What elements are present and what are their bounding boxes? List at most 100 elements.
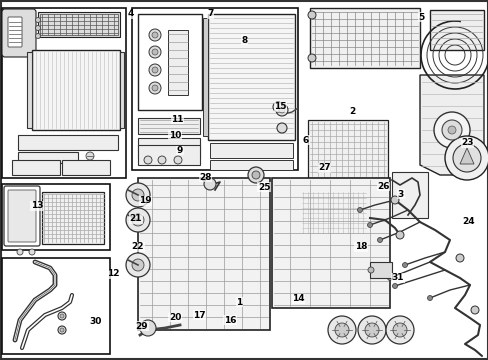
Text: 11: 11	[171, 115, 183, 124]
FancyBboxPatch shape	[8, 190, 36, 242]
Circle shape	[36, 18, 41, 22]
Circle shape	[334, 323, 348, 337]
Text: 31: 31	[391, 274, 404, 282]
Circle shape	[58, 312, 66, 320]
Text: 16: 16	[223, 316, 236, 325]
Circle shape	[203, 178, 216, 190]
Text: 30: 30	[89, 317, 102, 325]
Circle shape	[86, 152, 94, 160]
Circle shape	[140, 320, 156, 336]
Circle shape	[377, 238, 382, 243]
Bar	[203, 18, 207, 136]
Circle shape	[158, 156, 165, 164]
Bar	[138, 145, 200, 165]
Text: 9: 9	[176, 146, 183, 155]
Text: 8: 8	[241, 36, 247, 45]
Text: 12: 12	[107, 269, 120, 278]
Circle shape	[36, 33, 41, 39]
Circle shape	[126, 183, 150, 207]
Bar	[62, 160, 110, 175]
Circle shape	[275, 104, 287, 116]
Bar	[18, 135, 118, 150]
Circle shape	[392, 284, 397, 288]
Circle shape	[447, 126, 455, 134]
Circle shape	[367, 267, 373, 273]
Bar	[18, 152, 78, 163]
Circle shape	[307, 54, 315, 62]
Text: 1: 1	[236, 298, 242, 307]
Circle shape	[17, 249, 23, 255]
Bar	[391, 172, 427, 218]
Circle shape	[395, 231, 403, 239]
Circle shape	[452, 144, 480, 172]
Circle shape	[390, 196, 398, 204]
Circle shape	[152, 67, 158, 73]
Bar	[2, 184, 110, 250]
Text: 25: 25	[257, 183, 270, 192]
Bar	[27, 52, 32, 128]
Bar	[307, 120, 387, 178]
Circle shape	[247, 167, 264, 183]
Bar	[369, 262, 391, 278]
Circle shape	[402, 262, 407, 267]
Circle shape	[174, 156, 182, 164]
Text: 10: 10	[168, 130, 181, 139]
Text: 21: 21	[129, 214, 142, 223]
Circle shape	[272, 102, 283, 112]
Bar	[12, 160, 60, 175]
Text: 3: 3	[397, 190, 403, 199]
Bar	[2, 258, 110, 354]
Text: 7: 7	[206, 9, 213, 18]
Circle shape	[132, 189, 143, 201]
Text: 29: 29	[135, 322, 148, 331]
Circle shape	[364, 323, 378, 337]
Circle shape	[385, 316, 413, 344]
Circle shape	[29, 249, 35, 255]
Circle shape	[357, 207, 362, 212]
FancyBboxPatch shape	[2, 9, 36, 57]
Circle shape	[36, 26, 41, 31]
Text: 2: 2	[348, 107, 354, 116]
Text: 13: 13	[31, 201, 43, 210]
Bar	[138, 138, 200, 158]
Bar	[209, 143, 292, 158]
Circle shape	[60, 328, 64, 332]
Text: 19: 19	[139, 197, 152, 205]
Text: 23: 23	[460, 138, 473, 147]
Text: 24: 24	[461, 216, 474, 225]
Text: 27: 27	[318, 163, 330, 172]
Text: 5: 5	[418, 13, 424, 22]
Bar	[32, 50, 120, 130]
Bar	[38, 12, 120, 37]
Bar	[429, 10, 483, 50]
Circle shape	[367, 222, 372, 228]
Circle shape	[455, 254, 463, 262]
Bar	[209, 160, 292, 170]
Bar	[138, 14, 202, 110]
Circle shape	[149, 64, 161, 76]
Polygon shape	[459, 148, 473, 164]
Circle shape	[251, 171, 260, 179]
Circle shape	[279, 107, 285, 113]
Circle shape	[152, 85, 158, 91]
Bar	[2, 8, 126, 178]
Text: 28: 28	[199, 173, 211, 181]
Bar	[271, 178, 389, 308]
Bar	[40, 14, 118, 35]
Circle shape	[307, 11, 315, 19]
Bar	[138, 178, 269, 330]
Bar	[439, 210, 485, 280]
Circle shape	[441, 120, 461, 140]
Circle shape	[149, 82, 161, 94]
Circle shape	[386, 275, 392, 280]
FancyBboxPatch shape	[8, 17, 22, 47]
Bar	[138, 118, 200, 134]
Circle shape	[58, 326, 66, 334]
Bar	[309, 8, 419, 68]
Circle shape	[152, 32, 158, 38]
Circle shape	[470, 306, 478, 314]
Circle shape	[149, 46, 161, 58]
Text: 4: 4	[127, 9, 134, 18]
Circle shape	[143, 156, 152, 164]
Circle shape	[357, 316, 385, 344]
